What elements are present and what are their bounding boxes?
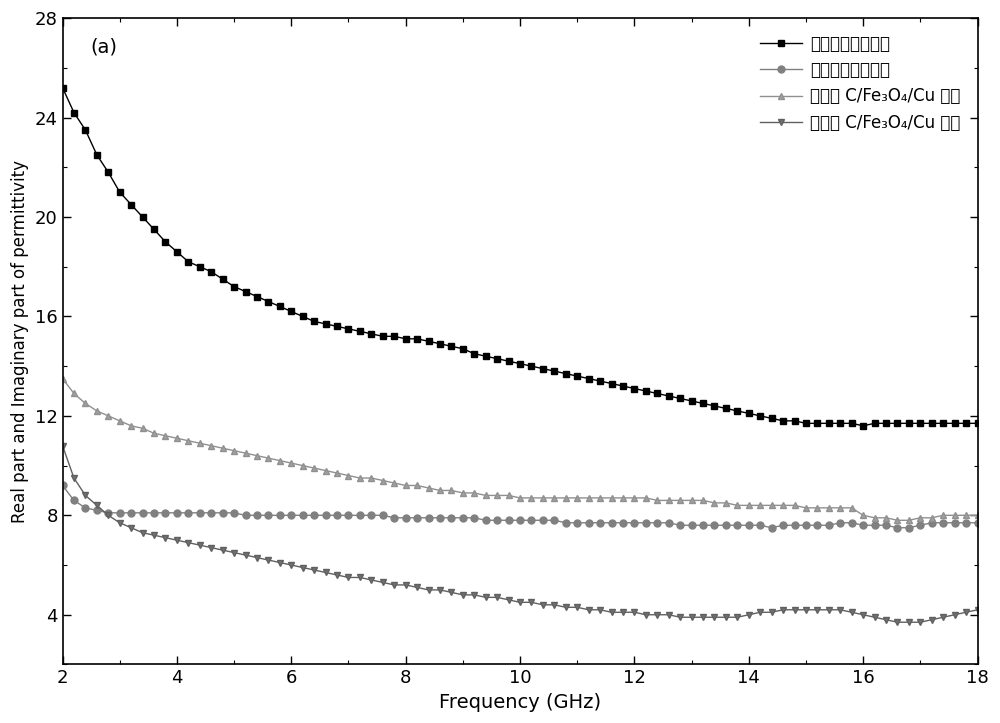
生物质 C/Fe₃O₄/Cu 实部 [800, 503, 812, 512]
生物质 C/Fe₃O₄/Cu 实部 [560, 494, 572, 502]
生物质碳材料虚部 [57, 481, 69, 489]
生物质碳材料实部 [57, 83, 69, 92]
生物质碳材料实部 [846, 419, 858, 428]
Line: 生物质 C/Fe₃O₄/Cu 实部: 生物质 C/Fe₃O₄/Cu 实部 [59, 375, 981, 523]
生物质 C/Fe₃O₄/Cu 虚部 [972, 605, 984, 614]
生物质碳材料虚部 [560, 518, 572, 527]
生物质 C/Fe₃O₄/Cu 虚部 [560, 603, 572, 612]
生物质碳材料虚部 [811, 521, 823, 529]
生物质 C/Fe₃O₄/Cu 虚部 [846, 608, 858, 617]
生物质碳材料实部 [560, 369, 572, 378]
生物质 C/Fe₃O₄/Cu 实部 [972, 511, 984, 520]
生物质 C/Fe₃O₄/Cu 虚部 [628, 608, 640, 617]
生物质碳材料虚部 [731, 521, 743, 529]
生物质 C/Fe₃O₄/Cu 实部 [57, 375, 69, 383]
Y-axis label: Real part and Imaginary part of permittivity: Real part and Imaginary part of permitti… [11, 160, 29, 523]
生物质 C/Fe₃O₄/Cu 虚部 [731, 613, 743, 622]
生物质 C/Fe₃O₄/Cu 实部 [846, 503, 858, 512]
Line: 生物质 C/Fe₃O₄/Cu 虚部: 生物质 C/Fe₃O₄/Cu 虚部 [59, 442, 981, 625]
生物质碳材料虚部 [628, 518, 640, 527]
生物质 C/Fe₃O₄/Cu 实部 [880, 513, 892, 522]
生物质 C/Fe₃O₄/Cu 实部 [731, 501, 743, 510]
生物质碳材料虚部 [972, 518, 984, 527]
生物质 C/Fe₃O₄/Cu 虚部 [891, 618, 903, 627]
生物质碳材料虚部 [766, 523, 778, 532]
生物质碳材料实部 [628, 384, 640, 393]
生物质 C/Fe₃O₄/Cu 实部 [628, 494, 640, 502]
生物质 C/Fe₃O₄/Cu 实部 [891, 516, 903, 525]
生物质碳材料实部 [800, 419, 812, 428]
生物质碳材料实部 [731, 406, 743, 415]
生物质碳材料实部 [891, 419, 903, 428]
Line: 生物质碳材料实部: 生物质碳材料实部 [59, 85, 981, 429]
生物质碳材料虚部 [857, 521, 869, 529]
生物质碳材料虚部 [891, 523, 903, 532]
生物质碳材料实部 [972, 419, 984, 428]
生物质 C/Fe₃O₄/Cu 虚部 [57, 441, 69, 450]
Line: 生物质碳材料虚部: 生物质碳材料虚部 [59, 482, 981, 531]
Legend: 生物质碳材料实部, 生物质碳材料虚部, 生物质 C/Fe₃O₄/Cu 实部, 生物质 C/Fe₃O₄/Cu 虚部: 生物质碳材料实部, 生物质碳材料虚部, 生物质 C/Fe₃O₄/Cu 实部, 生… [752, 27, 969, 140]
生物质 C/Fe₃O₄/Cu 虚部 [800, 605, 812, 614]
生物质碳材料实部 [857, 422, 869, 430]
生物质 C/Fe₃O₄/Cu 虚部 [880, 615, 892, 624]
X-axis label: Frequency (GHz): Frequency (GHz) [439, 693, 601, 712]
Text: (a): (a) [90, 38, 117, 56]
